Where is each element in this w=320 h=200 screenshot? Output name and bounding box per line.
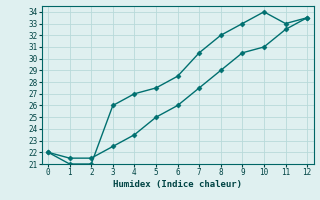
X-axis label: Humidex (Indice chaleur): Humidex (Indice chaleur) <box>113 180 242 189</box>
